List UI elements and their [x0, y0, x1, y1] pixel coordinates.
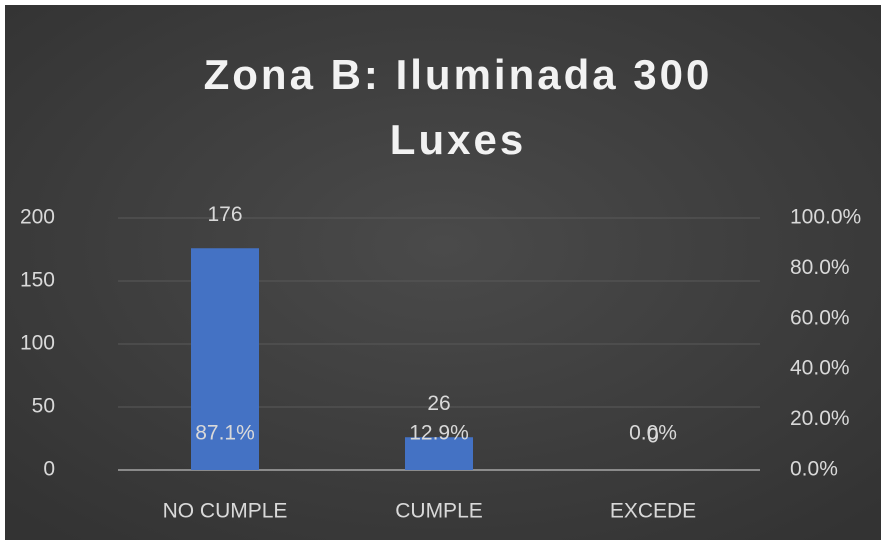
y-tick-label: 0: [43, 458, 55, 481]
chart-title: Luxes: [390, 116, 526, 163]
y2-tick-label: 60.0%: [790, 306, 850, 329]
y2-tick-label: 20.0%: [790, 407, 850, 430]
x-tick-label: EXCEDE: [610, 500, 696, 523]
percent-label: 12.9%: [409, 422, 469, 445]
bar: [191, 248, 259, 470]
chart-title: Zona B: Iluminada 300: [204, 51, 713, 98]
data-label: 176: [207, 203, 242, 226]
percent-label: 87.1%: [195, 422, 255, 445]
y-tick-label: 150: [20, 269, 55, 292]
y2-tick-label: 100.0%: [790, 206, 861, 229]
y2-tick-label: 40.0%: [790, 357, 850, 380]
y2-tick-label: 80.0%: [790, 256, 850, 279]
y2-tick-label: 0.0%: [790, 458, 838, 481]
data-label: 26: [427, 392, 450, 415]
percent-label: 0.0%: [629, 422, 677, 445]
y-tick-label: 200: [20, 206, 55, 229]
y-tick-label: 100: [20, 332, 55, 355]
data-label: 0: [647, 425, 659, 448]
y-tick-label: 50: [32, 395, 55, 418]
x-tick-label: NO CUMPLE: [163, 500, 288, 523]
x-tick-label: CUMPLE: [395, 500, 483, 523]
bar: [405, 437, 473, 470]
